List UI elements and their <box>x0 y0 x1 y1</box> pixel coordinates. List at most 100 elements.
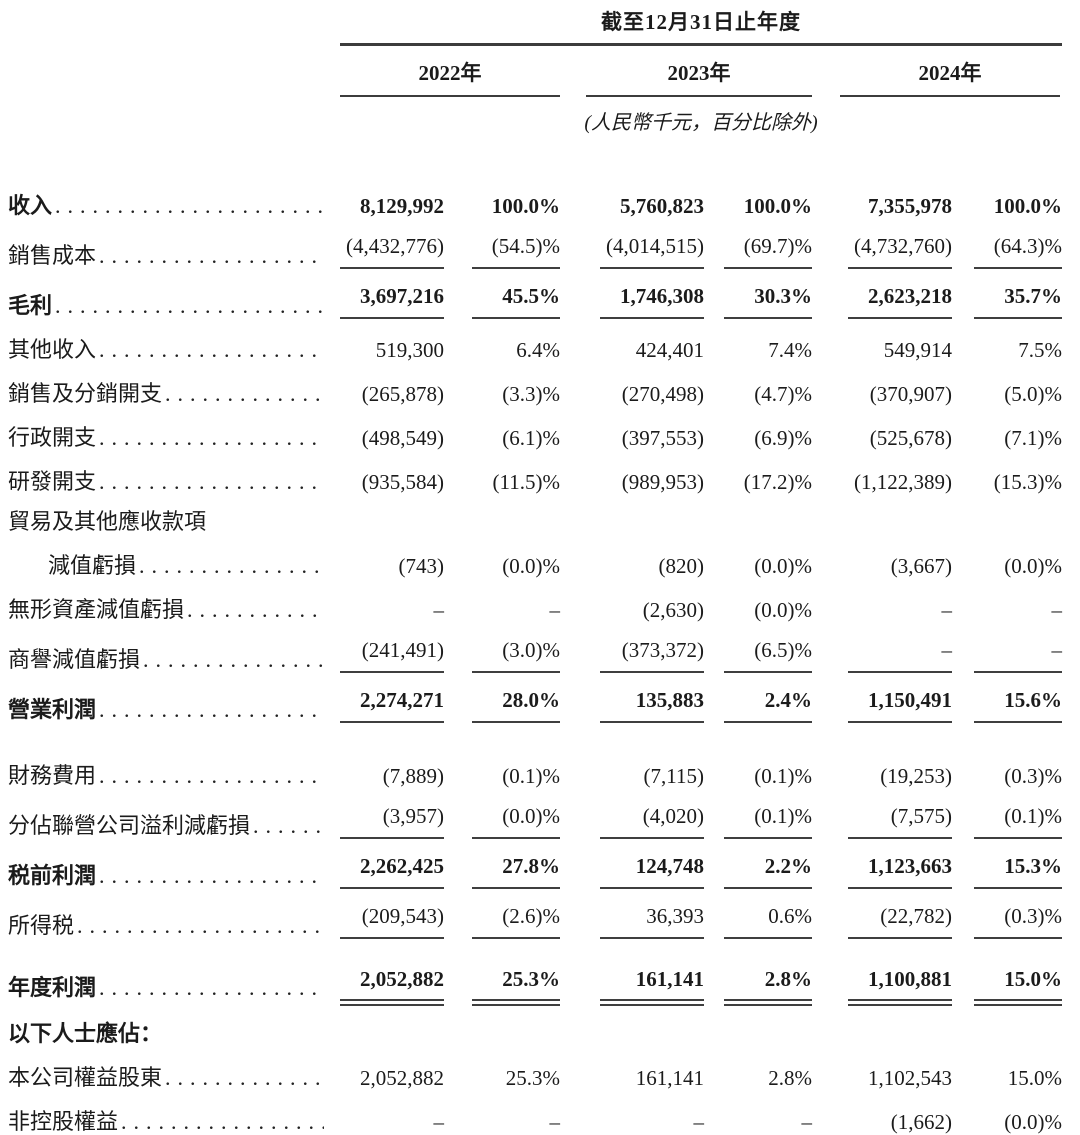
row-label-text: 其他收入 <box>8 336 96 364</box>
table-row: 行政開支(498,549)(6.1)%(397,553)(6.9)%(525,6… <box>8 407 1070 451</box>
percent-cell: (0.1)% <box>952 804 1062 839</box>
value-cell: 8,129,992 <box>340 194 444 219</box>
dot-leader <box>55 192 324 220</box>
dot-leader <box>99 336 324 364</box>
value-cell: (397,553) <box>560 426 704 451</box>
percent-cell: (3.0)% <box>444 638 560 673</box>
percent-cell: 15.6% <box>952 688 1062 723</box>
year-column-2024: 2024年 <box>812 48 1062 97</box>
row-label: 所得税 <box>8 912 340 940</box>
row-label: 年度利潤 <box>8 974 340 1002</box>
percent-cell: 2.4% <box>704 688 812 723</box>
percent-cell: 2.2% <box>704 854 812 889</box>
dot-leader <box>99 862 324 890</box>
percent-cell: 25.3% <box>444 1066 560 1091</box>
value-cell: – <box>812 638 952 673</box>
value-cell: (498,549) <box>340 426 444 451</box>
value-cell: 519,300 <box>340 338 444 363</box>
value-cell: 2,052,882 <box>340 967 444 1001</box>
row-label-text: 研發開支 <box>8 468 96 496</box>
dot-leader <box>139 552 324 580</box>
value-cell: (270,498) <box>560 382 704 407</box>
value-cell: 5,760,823 <box>560 194 704 219</box>
value-cell: 2,262,425 <box>340 854 444 889</box>
table-row: 非控股權益––––(1,662)(0.0)% <box>8 1091 1070 1135</box>
table-row: 減值虧損(743)(0.0)%(820)(0.0)%(3,667)(0.0)% <box>8 535 1070 579</box>
percent-cell: 100.0% <box>704 194 812 219</box>
table-row: 財務費用(7,889)(0.1)%(7,115)(0.1)%(19,253)(0… <box>8 745 1070 789</box>
row-label: 銷售成本 <box>8 242 340 270</box>
value-cell: 1,123,663 <box>812 854 952 889</box>
percent-cell: 45.5% <box>444 284 560 319</box>
row-label-text: 銷售成本 <box>8 242 96 270</box>
dot-leader <box>99 424 324 452</box>
value-cell: (4,020) <box>560 804 704 839</box>
value-cell: (4,732,760) <box>812 234 952 269</box>
row-label: 無形資產減值虧損 <box>8 596 340 624</box>
dot-leader <box>55 292 324 320</box>
value-cell: 2,052,882 <box>340 1066 444 1091</box>
row-label: 以下人士應佔： <box>8 1020 1062 1048</box>
percent-cell: 7.5% <box>952 338 1062 363</box>
value-cell: 2,274,271 <box>340 688 444 723</box>
percent-cell: 2.8% <box>704 967 812 1001</box>
dot-leader <box>253 812 324 840</box>
year-label: 2023年 <box>586 48 812 97</box>
value-cell: 1,150,491 <box>812 688 952 723</box>
percent-cell: (15.3)% <box>952 470 1062 495</box>
value-cell: 135,883 <box>560 688 704 723</box>
percent-cell: (0.1)% <box>704 804 812 839</box>
dot-leader <box>77 912 324 940</box>
percent-cell: 27.8% <box>444 854 560 889</box>
row-label-text: 行政開支 <box>8 424 96 452</box>
row-label-text: 銷售及分銷開支 <box>8 380 162 408</box>
percent-cell: – <box>444 598 560 623</box>
row-label: 本公司權益股東 <box>8 1064 340 1092</box>
table-row: 分佔聯營公司溢利減虧損(3,957)(0.0)%(4,020)(0.1)%(7,… <box>8 789 1070 839</box>
value-cell: 161,141 <box>560 1066 704 1091</box>
table-row: 銷售成本(4,432,776)(54.5)%(4,014,515)(69.7)%… <box>8 219 1070 269</box>
percent-cell: (64.3)% <box>952 234 1062 269</box>
value-cell: (3,667) <box>812 554 952 579</box>
percent-cell: 2.8% <box>704 1066 812 1091</box>
percent-cell: (5.0)% <box>952 382 1062 407</box>
row-label-text: 收入 <box>8 192 52 220</box>
row-label: 收入 <box>8 192 340 220</box>
value-cell: 2,623,218 <box>812 284 952 319</box>
value-cell: (7,889) <box>340 764 444 789</box>
value-cell: (19,253) <box>812 764 952 789</box>
percent-cell: (4.7)% <box>704 382 812 407</box>
row-label: 營業利潤 <box>8 696 340 724</box>
percent-cell: (6.5)% <box>704 638 812 673</box>
percent-cell: 15.3% <box>952 854 1062 889</box>
row-label-text: 減值虧損 <box>48 552 136 580</box>
value-cell: 7,355,978 <box>812 194 952 219</box>
row-label-text: 非控股權益 <box>8 1108 118 1135</box>
table-row: 營業利潤2,274,27128.0%135,8832.4%1,150,49115… <box>8 673 1070 723</box>
dot-leader <box>187 596 324 624</box>
dot-leader <box>99 242 324 270</box>
value-cell: 3,697,216 <box>340 284 444 319</box>
table-row: 毛利3,697,21645.5%1,746,30830.3%2,623,2183… <box>8 269 1070 319</box>
percent-cell: 7.4% <box>704 338 812 363</box>
row-label: 其他收入 <box>8 336 340 364</box>
row-label-text: 毛利 <box>8 292 52 320</box>
table-row: 無形資產減值虧損––(2,630)(0.0)%–– <box>8 579 1070 623</box>
row-label: 非控股權益 <box>8 1108 340 1135</box>
period-header: 截至12月31日止年度 <box>340 6 1062 43</box>
percent-cell: (0.1)% <box>704 764 812 789</box>
value-cell: 549,914 <box>812 338 952 363</box>
percent-cell: (6.1)% <box>444 426 560 451</box>
value-cell: – <box>812 598 952 623</box>
value-cell: (22,782) <box>812 904 952 939</box>
row-label-text: 貿易及其他應收款項 <box>8 508 206 536</box>
year-label: 2022年 <box>340 48 560 97</box>
percent-cell: (7.1)% <box>952 426 1062 451</box>
row-label: 減值虧損 <box>8 552 340 580</box>
value-cell: (820) <box>560 554 704 579</box>
value-cell: 36,393 <box>560 904 704 939</box>
row-label-text: 分佔聯營公司溢利減虧損 <box>8 812 250 840</box>
value-cell: (4,014,515) <box>560 234 704 269</box>
